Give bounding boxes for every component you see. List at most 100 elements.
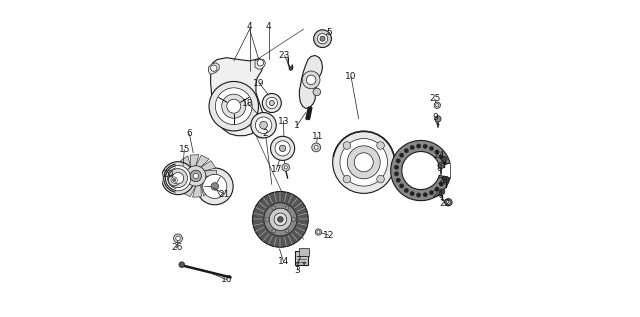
Circle shape bbox=[423, 144, 428, 149]
Text: 24: 24 bbox=[432, 190, 444, 198]
Text: 23: 23 bbox=[279, 51, 290, 60]
Text: 1: 1 bbox=[294, 121, 300, 130]
Polygon shape bbox=[196, 155, 209, 167]
Text: 4: 4 bbox=[266, 23, 271, 31]
Text: 8: 8 bbox=[436, 164, 442, 173]
Text: 16: 16 bbox=[221, 275, 232, 284]
Circle shape bbox=[317, 34, 328, 44]
Circle shape bbox=[314, 30, 332, 48]
Circle shape bbox=[313, 88, 321, 96]
Text: 4: 4 bbox=[247, 23, 252, 31]
Circle shape bbox=[209, 81, 259, 131]
Circle shape bbox=[423, 192, 428, 197]
Circle shape bbox=[396, 178, 401, 182]
Polygon shape bbox=[300, 55, 323, 108]
Circle shape bbox=[404, 148, 408, 153]
Circle shape bbox=[221, 94, 246, 118]
Circle shape bbox=[285, 206, 289, 210]
Circle shape bbox=[410, 191, 414, 196]
Circle shape bbox=[161, 162, 195, 195]
FancyBboxPatch shape bbox=[295, 251, 308, 265]
Circle shape bbox=[171, 177, 177, 183]
Text: 26: 26 bbox=[171, 243, 182, 252]
Circle shape bbox=[282, 164, 289, 171]
Circle shape bbox=[434, 102, 440, 108]
Polygon shape bbox=[201, 161, 216, 171]
Circle shape bbox=[396, 159, 401, 163]
Circle shape bbox=[399, 184, 404, 188]
Circle shape bbox=[262, 94, 282, 113]
Text: 10: 10 bbox=[346, 72, 357, 81]
Circle shape bbox=[442, 156, 447, 162]
Polygon shape bbox=[175, 173, 187, 182]
Circle shape bbox=[196, 168, 233, 205]
Circle shape bbox=[211, 183, 219, 190]
Circle shape bbox=[168, 169, 188, 188]
Circle shape bbox=[176, 236, 180, 241]
Polygon shape bbox=[175, 181, 191, 191]
Polygon shape bbox=[209, 63, 219, 74]
Circle shape bbox=[285, 229, 289, 233]
Circle shape bbox=[179, 262, 185, 268]
Circle shape bbox=[284, 166, 287, 169]
Circle shape bbox=[438, 162, 444, 169]
Polygon shape bbox=[205, 170, 217, 179]
Circle shape bbox=[257, 60, 264, 66]
Circle shape bbox=[404, 188, 408, 193]
Circle shape bbox=[264, 203, 297, 236]
Circle shape bbox=[203, 174, 227, 198]
Polygon shape bbox=[190, 155, 199, 167]
Circle shape bbox=[274, 213, 287, 226]
Circle shape bbox=[439, 155, 444, 159]
Circle shape bbox=[266, 97, 278, 109]
Circle shape bbox=[302, 71, 320, 89]
Circle shape bbox=[289, 67, 292, 70]
Text: 17: 17 bbox=[271, 165, 282, 174]
Circle shape bbox=[173, 234, 182, 243]
Circle shape bbox=[307, 75, 316, 85]
Text: 3: 3 bbox=[294, 266, 300, 275]
Text: 9: 9 bbox=[432, 113, 438, 122]
Circle shape bbox=[399, 153, 404, 158]
Text: 12: 12 bbox=[323, 231, 335, 240]
Circle shape bbox=[394, 171, 399, 176]
Circle shape bbox=[435, 116, 441, 122]
Circle shape bbox=[211, 65, 217, 71]
Circle shape bbox=[316, 229, 321, 235]
Text: 7: 7 bbox=[296, 256, 301, 265]
Circle shape bbox=[303, 262, 305, 264]
Polygon shape bbox=[256, 128, 267, 138]
Circle shape bbox=[275, 141, 290, 156]
Circle shape bbox=[265, 217, 269, 221]
Circle shape bbox=[168, 174, 180, 186]
Text: 5: 5 bbox=[326, 28, 332, 37]
Circle shape bbox=[272, 206, 276, 210]
Text: 24: 24 bbox=[437, 177, 449, 186]
Circle shape bbox=[216, 88, 252, 125]
Circle shape bbox=[272, 229, 276, 233]
Text: 20: 20 bbox=[163, 171, 174, 179]
Polygon shape bbox=[193, 185, 202, 197]
Circle shape bbox=[314, 146, 318, 149]
Text: 22: 22 bbox=[440, 199, 451, 208]
Circle shape bbox=[292, 217, 296, 221]
Text: 19: 19 bbox=[253, 79, 265, 87]
Circle shape bbox=[442, 176, 446, 180]
Polygon shape bbox=[391, 140, 450, 201]
Circle shape bbox=[445, 198, 452, 206]
Text: 11: 11 bbox=[312, 133, 323, 141]
Circle shape bbox=[439, 189, 445, 195]
Circle shape bbox=[251, 113, 276, 138]
Circle shape bbox=[193, 173, 198, 178]
Circle shape bbox=[255, 117, 272, 133]
Circle shape bbox=[280, 145, 286, 152]
Polygon shape bbox=[255, 59, 266, 69]
Polygon shape bbox=[175, 163, 187, 176]
Circle shape bbox=[269, 100, 275, 106]
Circle shape bbox=[278, 217, 284, 222]
Circle shape bbox=[377, 175, 385, 183]
Circle shape bbox=[312, 143, 321, 152]
Circle shape bbox=[343, 142, 351, 149]
Circle shape bbox=[439, 182, 444, 186]
Text: 14: 14 bbox=[278, 257, 289, 266]
